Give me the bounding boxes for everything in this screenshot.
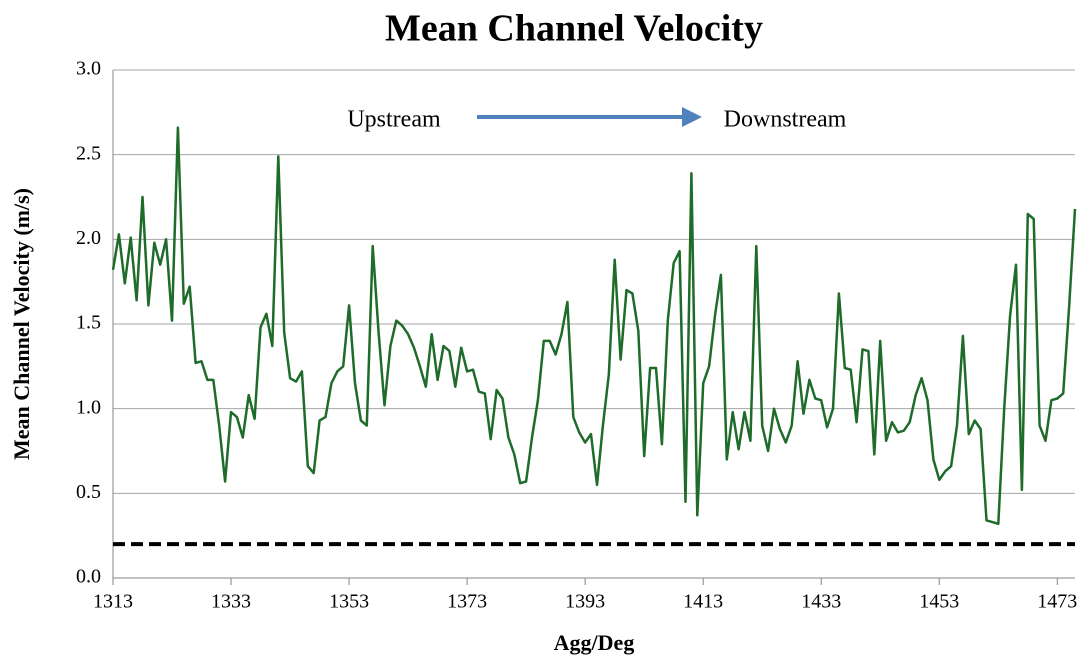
y-tick-label: 2.0 <box>76 227 101 249</box>
annotation: Upstream <box>347 107 441 133</box>
x-tick-label: 1373 <box>447 591 487 613</box>
y-tick-label: 1.5 <box>76 312 101 334</box>
annotation: Downstream <box>724 107 847 133</box>
direction-arrow <box>477 107 702 127</box>
x-tick-label: 1473 <box>1037 591 1077 613</box>
chart-title: Mean Channel Velocity <box>385 8 763 50</box>
x-tick-label: 1333 <box>211 591 251 613</box>
x-tick-label: 1453 <box>919 591 959 613</box>
y-tick-label: 2.5 <box>76 142 101 164</box>
y-tick-label: 0.0 <box>76 566 101 588</box>
data-line <box>111 126 1077 526</box>
x-tick-label: 1393 <box>565 591 605 613</box>
y-axis-label: Mean Channel Velocity (m/s) <box>9 188 34 460</box>
x-tick-label: 1353 <box>329 591 369 613</box>
y-tick-label: 3.0 <box>76 58 101 80</box>
x-tick-label: 1313 <box>93 591 133 613</box>
x-tick-label: 1433 <box>801 591 841 613</box>
y-tick-label: 0.5 <box>76 481 101 503</box>
y-tick-label: 1.0 <box>76 396 101 418</box>
x-axis-label: Agg/Deg <box>554 630 635 655</box>
x-tick-label: 1413 <box>683 591 723 613</box>
